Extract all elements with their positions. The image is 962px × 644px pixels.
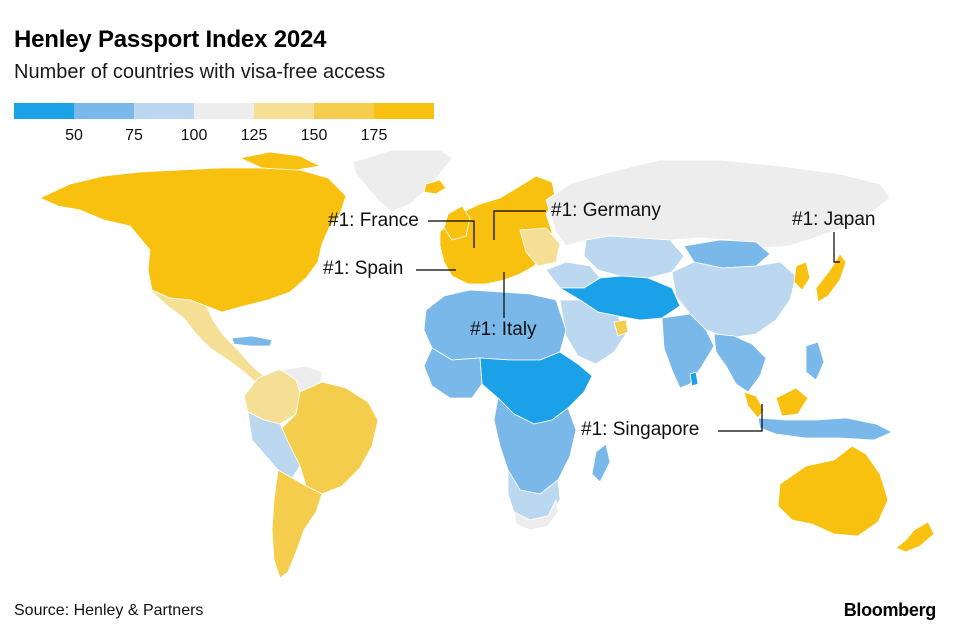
region-uk-ireland xyxy=(443,205,471,241)
region-korea xyxy=(793,261,811,291)
legend-swatch xyxy=(14,103,74,119)
region-eastern-europe xyxy=(519,227,561,267)
region-caribbean xyxy=(231,335,273,347)
region-madagascar xyxy=(591,443,611,483)
legend-tick-75: 75 xyxy=(125,127,143,144)
legend-tick-125: 125 xyxy=(240,127,268,144)
callout-spain: #1: Spain xyxy=(323,258,404,279)
legend-tick-150: 150 xyxy=(300,127,328,144)
legend-tick-175: 175 xyxy=(360,127,388,144)
legend-swatch xyxy=(374,103,434,119)
region-peru-bolivia xyxy=(247,411,301,479)
color-legend: 50 75 100 125 150 175 xyxy=(14,103,434,144)
region-borneo xyxy=(775,387,809,417)
callout-japan: #1: Japan xyxy=(792,209,876,230)
legend-swatch xyxy=(194,103,254,119)
region-central-africa xyxy=(493,397,577,495)
region-south-africa xyxy=(513,499,559,531)
region-uae xyxy=(613,319,629,337)
region-sri-lanka xyxy=(689,371,699,387)
leader-germany xyxy=(493,210,546,240)
callout-italy: #1: Italy xyxy=(470,319,537,340)
legend-bar xyxy=(14,103,434,119)
region-arctic-islands xyxy=(239,151,321,171)
legend-swatch xyxy=(254,103,314,119)
world-map xyxy=(39,149,935,579)
legend-swatch xyxy=(314,103,374,119)
callout-germany: #1: Germany xyxy=(551,200,661,221)
region-indonesia xyxy=(757,417,893,441)
region-central-asia xyxy=(583,235,685,279)
legend-ticks: 50 75 100 125 150 175 xyxy=(14,119,434,144)
region-greenland xyxy=(352,149,453,213)
legend-tick-100: 100 xyxy=(180,127,208,144)
legend-swatch xyxy=(74,103,134,119)
leader-japan xyxy=(833,232,840,263)
callout-france: #1: France xyxy=(328,210,419,231)
region-iceland xyxy=(423,179,447,195)
chart-title: Henley Passport Index 2024 xyxy=(14,26,327,53)
leader-singapore xyxy=(718,404,763,432)
leader-france xyxy=(428,220,475,248)
region-malaysia-singapore xyxy=(743,391,765,419)
legend-swatch xyxy=(134,103,194,119)
region-southern-cone xyxy=(271,469,323,579)
chart-subtitle: Number of countries with visa-free acces… xyxy=(14,61,386,83)
legend-tick-50: 50 xyxy=(65,127,83,144)
region-australia xyxy=(777,445,889,537)
bloomberg-logo: Bloomberg xyxy=(843,600,937,620)
source-note: Source: Henley & Partners xyxy=(14,602,204,619)
region-southeast-asia xyxy=(713,333,767,393)
region-japan xyxy=(815,253,847,303)
region-arabia xyxy=(559,299,627,365)
region-new-zealand xyxy=(895,521,935,553)
region-philippines xyxy=(805,341,825,381)
region-west-africa xyxy=(423,347,483,399)
callout-singapore: #1: Singapore xyxy=(581,419,700,440)
region-north-america xyxy=(39,167,347,313)
